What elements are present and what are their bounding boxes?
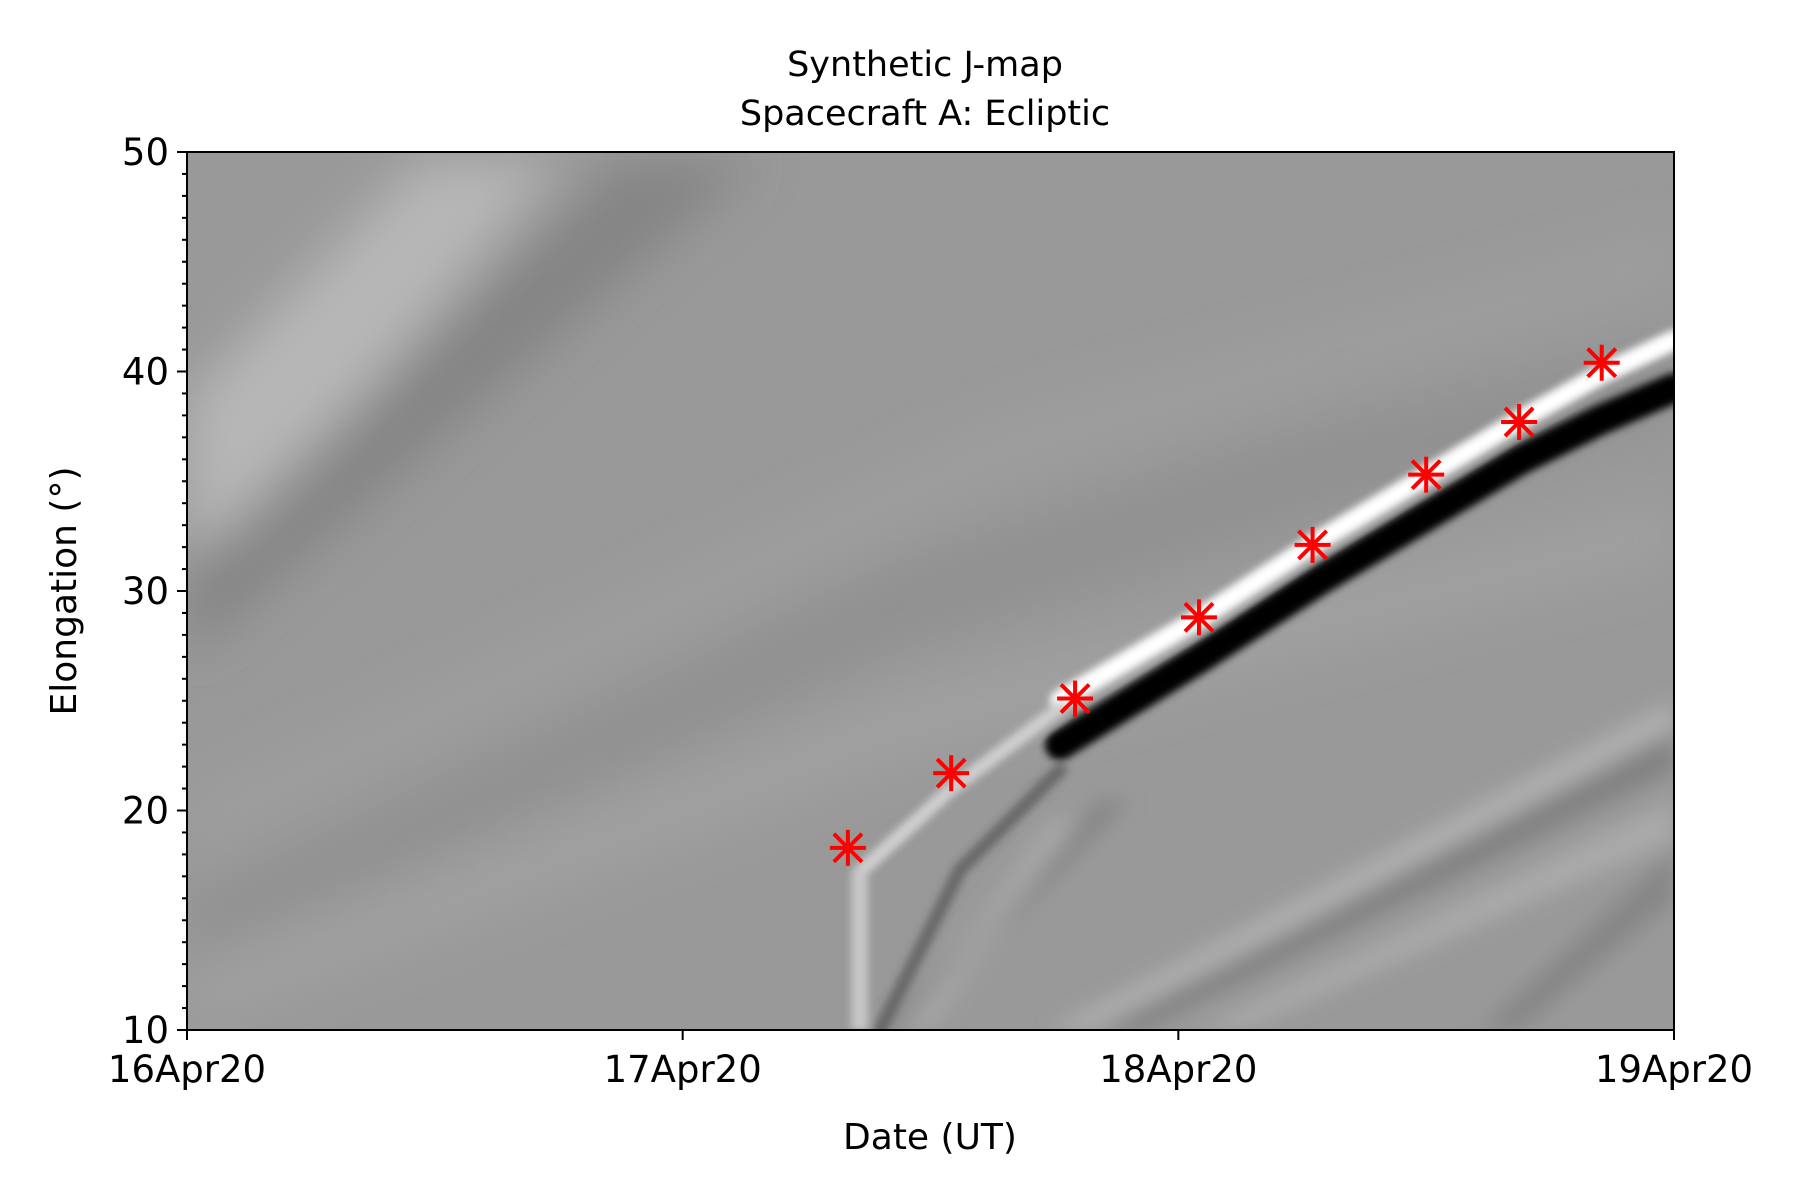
chart-title: Synthetic J-map <box>787 45 1063 85</box>
streak-dark-2 <box>1480 850 1674 1030</box>
faint-light-band-2 <box>187 500 1674 1030</box>
streak-light-1 <box>1050 700 1674 1030</box>
x-axis: 16Apr20 17Apr20 18Apr20 19Apr20 <box>108 1030 1753 1091</box>
marker-asterisk <box>1294 526 1331 563</box>
marker-asterisk <box>829 829 866 866</box>
marker-asterisk <box>933 755 970 792</box>
marker-asterisk <box>1408 456 1445 493</box>
faint-dark-band-2 <box>187 340 1674 980</box>
y-axis-label: Elongation (°) <box>44 467 85 716</box>
x-tick-label: 17Apr20 <box>604 1048 762 1091</box>
marker-asterisk <box>1180 599 1217 636</box>
marker-asterisk <box>1057 680 1094 717</box>
marker-asterisk <box>1583 344 1620 381</box>
x-tick-label: 19Apr20 <box>1595 1048 1753 1091</box>
cme-dark-core <box>1045 373 1674 760</box>
faint-light-band-3 <box>187 230 1674 860</box>
streak-light-2 <box>1200 800 1674 1030</box>
y-axis: 10 20 30 40 50 <box>122 131 187 1052</box>
onset-vertical-streak <box>851 870 868 1030</box>
faint-light-band <box>187 160 560 560</box>
x-tick-label: 16Apr20 <box>108 1048 266 1091</box>
cme-onset-dark <box>873 763 1067 1030</box>
marker-asterisk <box>1501 403 1538 440</box>
y-tick-label: 50 <box>122 131 169 174</box>
markers-layer <box>829 344 1620 866</box>
y-tick-label: 40 <box>122 351 169 394</box>
faint-dark-band <box>187 160 760 660</box>
streak-dark-1 <box>1100 730 1674 1030</box>
x-axis-label: Date (UT) <box>843 1117 1017 1158</box>
y-tick-label: 20 <box>122 790 169 833</box>
diffuse-texture <box>187 160 1674 1030</box>
y-tick-label: 10 <box>122 1009 169 1052</box>
y-tick-label: 30 <box>122 570 169 613</box>
x-tick-label: 18Apr20 <box>1099 1048 1257 1091</box>
chart-subtitle: Spacecraft A: Ecliptic <box>740 94 1110 134</box>
jmap-heatmap <box>187 152 1674 1030</box>
trailing-streaks <box>880 700 1674 1030</box>
streak-light-3 <box>900 820 1080 1030</box>
